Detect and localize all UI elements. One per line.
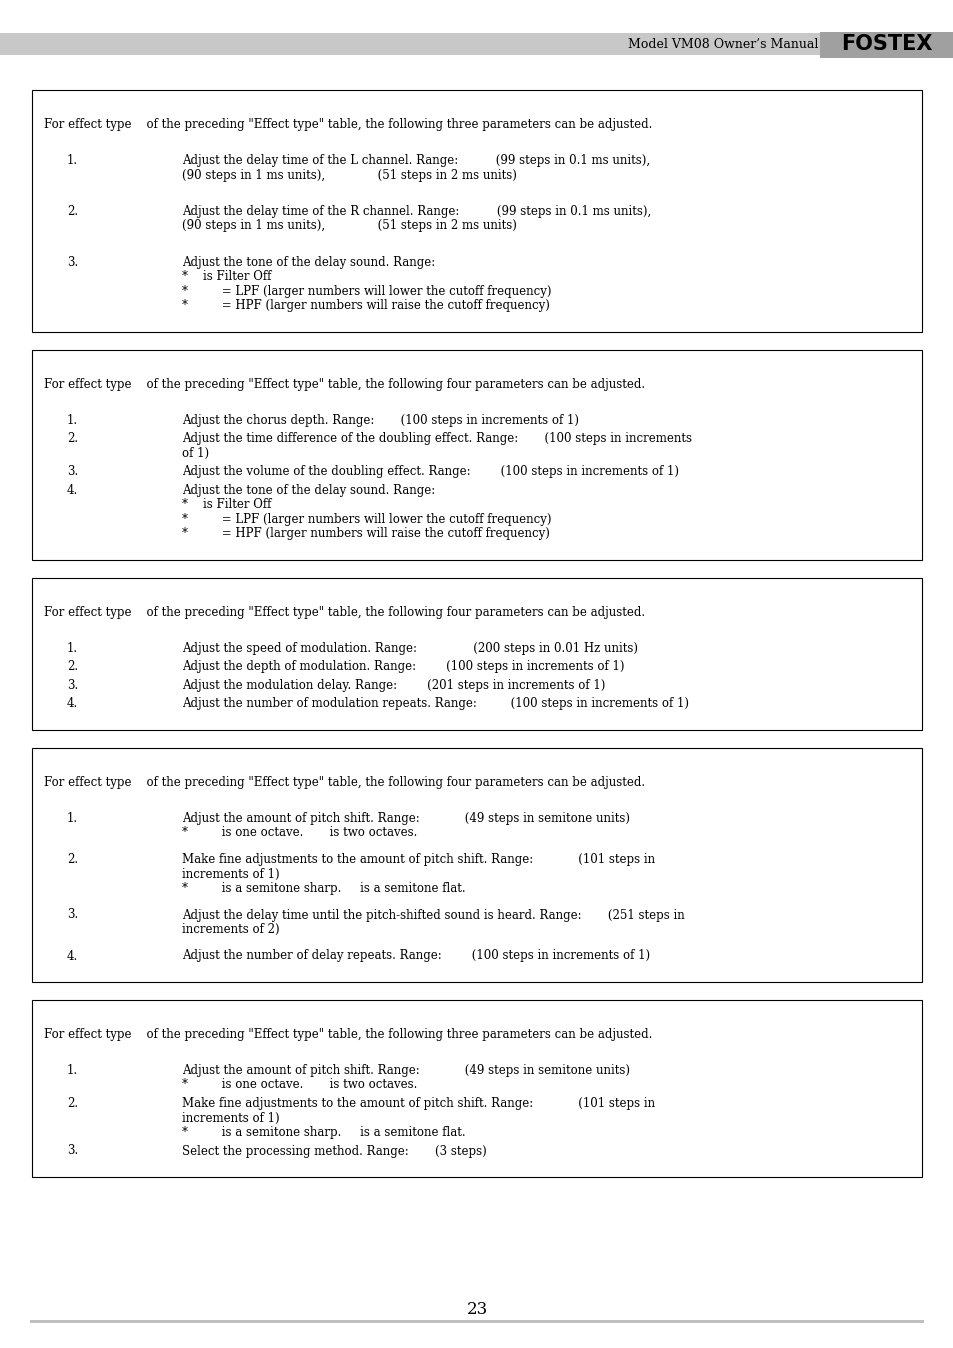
Text: 2.: 2. [67,205,78,218]
Text: FOSTEX: FOSTEX [841,34,932,54]
Text: 2.: 2. [67,433,78,445]
Text: 3.: 3. [67,1144,78,1158]
Text: 2.: 2. [67,661,78,674]
Text: *         = LPF (larger numbers will lower the cutoff frequency): * = LPF (larger numbers will lower the c… [182,514,551,526]
Text: 1.: 1. [67,154,78,167]
Text: Select the processing method. Range:       (3 steps): Select the processing method. Range: (3 … [182,1144,486,1158]
Bar [32,350,921,559]
Text: 4.: 4. [67,949,78,962]
Bar [0,32,953,55]
Bar [32,90,921,332]
Bar [32,578,921,731]
Text: Adjust the tone of the delay sound. Range:: Adjust the tone of the delay sound. Rang… [182,256,435,270]
Text: *         is one octave.       is two octaves.: * is one octave. is two octaves. [182,826,417,840]
Text: 2.: 2. [67,1097,78,1109]
Text: *         = HPF (larger numbers will raise the cutoff frequency): * = HPF (larger numbers will raise the c… [182,527,549,541]
Text: *         = LPF (larger numbers will lower the cutoff frequency): * = LPF (larger numbers will lower the c… [182,284,551,298]
Bar [32,1000,921,1177]
Text: 1.: 1. [67,414,78,427]
Text: 1.: 1. [67,811,78,825]
Text: Adjust the delay time until the pitch-shifted sound is heard. Range:       (251 : Adjust the delay time until the pitch-sh… [182,909,684,922]
Text: Adjust the modulation delay. Range:        (201 steps in increments of 1): Adjust the modulation delay. Range: (201… [182,679,605,692]
Text: Make fine adjustments to the amount of pitch shift. Range:            (101 steps: Make fine adjustments to the amount of p… [182,853,655,865]
Text: *         is a semitone sharp.     is a semitone flat.: * is a semitone sharp. is a semitone fla… [182,1126,465,1139]
Text: Adjust the speed of modulation. Range:               (200 steps in 0.01 Hz units: Adjust the speed of modulation. Range: (… [182,642,638,655]
Text: 23: 23 [466,1302,487,1318]
Text: Adjust the number of delay repeats. Range:        (100 steps in increments of 1): Adjust the number of delay repeats. Rang… [182,949,649,962]
Text: 1.: 1. [67,1064,78,1077]
Bar [820,32,953,58]
Text: 4.: 4. [67,484,78,497]
Text: Adjust the delay time of the R channel. Range:          (99 steps in 0.1 ms unit: Adjust the delay time of the R channel. … [182,205,651,218]
Text: Adjust the volume of the doubling effect. Range:        (100 steps in increments: Adjust the volume of the doubling effect… [182,465,679,479]
Text: Adjust the number of modulation repeats. Range:         (100 steps in increments: Adjust the number of modulation repeats.… [182,697,688,710]
Text: *    is Filter Off: * is Filter Off [182,271,271,283]
Text: (90 steps in 1 ms units),              (51 steps in 2 ms units): (90 steps in 1 ms units), (51 steps in 2… [182,220,517,232]
Text: increments of 1): increments of 1) [182,1112,279,1124]
Text: Make fine adjustments to the amount of pitch shift. Range:            (101 steps: Make fine adjustments to the amount of p… [182,1097,655,1109]
Text: 4.: 4. [67,697,78,710]
Text: *         = HPF (larger numbers will raise the cutoff frequency): * = HPF (larger numbers will raise the c… [182,299,549,313]
Text: of 1): of 1) [182,448,209,460]
Text: 1.: 1. [67,642,78,655]
Text: *         is a semitone sharp.     is a semitone flat.: * is a semitone sharp. is a semitone fla… [182,882,465,895]
Text: 3.: 3. [67,679,78,692]
Text: Adjust the amount of pitch shift. Range:            (49 steps in semitone units): Adjust the amount of pitch shift. Range:… [182,811,629,825]
Text: 3.: 3. [67,256,78,270]
Text: Adjust the amount of pitch shift. Range:            (49 steps in semitone units): Adjust the amount of pitch shift. Range:… [182,1064,629,1077]
Text: increments of 1): increments of 1) [182,868,279,880]
Bar [32,748,921,981]
Text: Adjust the depth of modulation. Range:        (100 steps in increments of 1): Adjust the depth of modulation. Range: (… [182,661,624,674]
Text: For effect type    of the preceding "Effect type" table, the following three par: For effect type of the preceding "Effect… [44,119,652,131]
Text: *    is Filter Off: * is Filter Off [182,499,271,511]
Text: Adjust the tone of the delay sound. Range:: Adjust the tone of the delay sound. Rang… [182,484,435,497]
Text: For effect type    of the preceding "Effect type" table, the following three par: For effect type of the preceding "Effect… [44,1029,652,1041]
Bar [30,1320,923,1322]
Text: Adjust the chorus depth. Range:       (100 steps in increments of 1): Adjust the chorus depth. Range: (100 ste… [182,414,578,427]
Text: (90 steps in 1 ms units),              (51 steps in 2 ms units): (90 steps in 1 ms units), (51 steps in 2… [182,168,517,182]
Text: For effect type    of the preceding "Effect type" table, the following four para: For effect type of the preceding "Effect… [44,377,644,391]
Text: For effect type    of the preceding "Effect type" table, the following four para: For effect type of the preceding "Effect… [44,776,644,789]
Text: *         is one octave.       is two octaves.: * is one octave. is two octaves. [182,1078,417,1092]
Text: For effect type    of the preceding "Effect type" table, the following four para: For effect type of the preceding "Effect… [44,607,644,619]
Text: 3.: 3. [67,909,78,922]
Text: increments of 2): increments of 2) [182,923,279,936]
Text: Adjust the time difference of the doubling effect. Range:       (100 steps in in: Adjust the time difference of the doubli… [182,433,691,445]
Text: Model VM08 Owner’s Manual: Model VM08 Owner’s Manual [627,38,817,50]
Text: 2.: 2. [67,853,78,865]
Text: Adjust the delay time of the L channel. Range:          (99 steps in 0.1 ms unit: Adjust the delay time of the L channel. … [182,154,649,167]
Text: 3.: 3. [67,465,78,479]
